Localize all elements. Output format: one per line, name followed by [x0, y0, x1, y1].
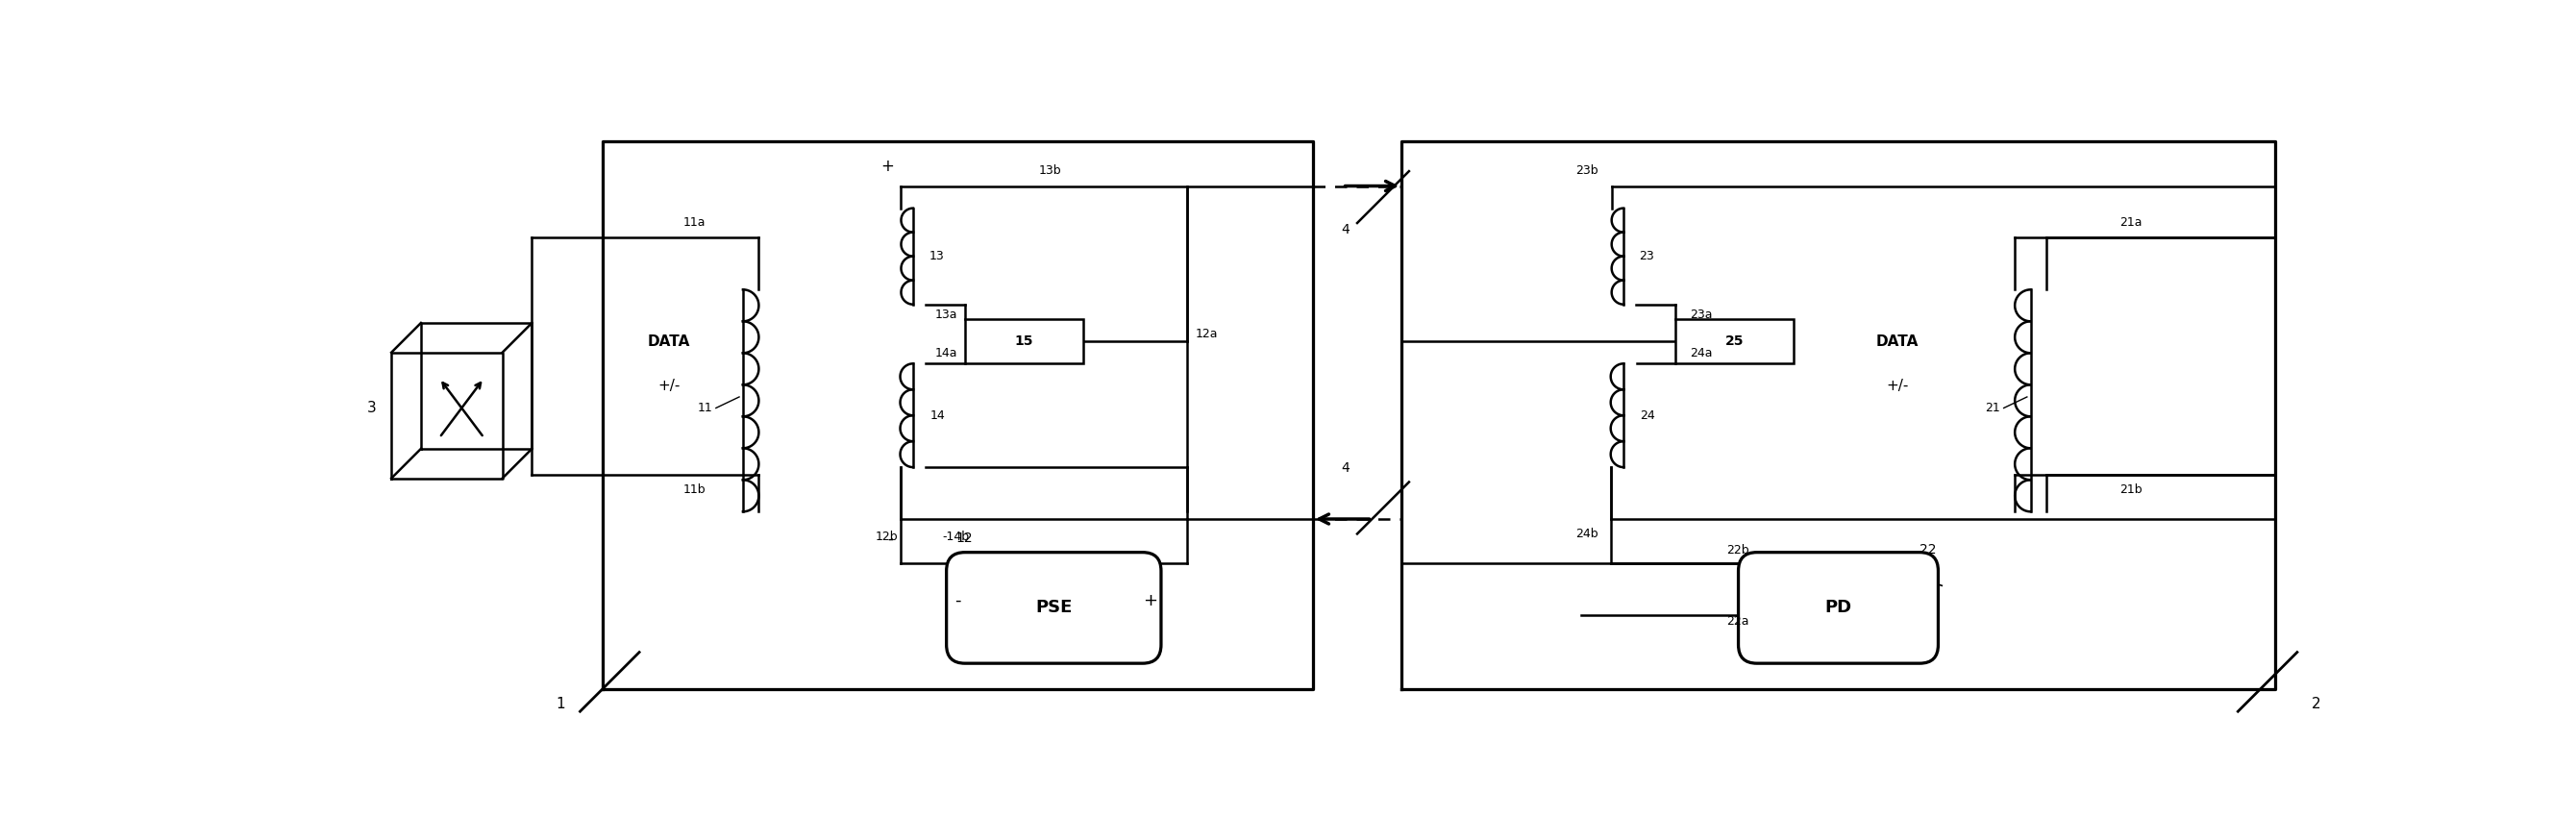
Text: 15: 15 — [1015, 335, 1033, 348]
Text: 14a: 14a — [935, 348, 958, 360]
Text: 4: 4 — [1342, 223, 1350, 237]
Text: 13: 13 — [930, 250, 943, 263]
Text: 24b: 24b — [1577, 528, 1597, 540]
Text: 12b: 12b — [876, 530, 899, 543]
Text: -14b: -14b — [943, 530, 969, 543]
Text: 11a: 11a — [683, 216, 706, 229]
Text: 21: 21 — [1986, 401, 1999, 415]
Text: -: - — [956, 592, 961, 609]
Text: 22a: 22a — [1726, 615, 1749, 628]
Text: -: - — [886, 530, 894, 548]
Text: 14: 14 — [930, 409, 945, 422]
Text: +/-: +/- — [657, 379, 680, 393]
Text: 11: 11 — [698, 401, 711, 415]
Text: 21b: 21b — [2120, 484, 2143, 496]
Bar — [1674, 319, 1793, 364]
Text: PSE: PSE — [1036, 599, 1072, 616]
Text: DATA: DATA — [1875, 335, 1919, 348]
Text: 2: 2 — [2311, 697, 2321, 712]
Text: +/-: +/- — [1886, 379, 1909, 393]
Text: DATA: DATA — [647, 335, 690, 348]
Bar — [966, 319, 1084, 364]
Text: 13a: 13a — [935, 308, 958, 321]
Text: 24a: 24a — [1690, 348, 1713, 360]
Text: 12: 12 — [956, 531, 971, 545]
Text: 22b: 22b — [1726, 543, 1749, 556]
Text: 24: 24 — [1641, 409, 1656, 422]
Text: 3: 3 — [368, 401, 376, 415]
Text: 25: 25 — [1726, 335, 1744, 348]
Text: +: + — [1144, 592, 1157, 609]
FancyBboxPatch shape — [945, 552, 1162, 663]
Text: 21a: 21a — [2120, 216, 2141, 229]
Text: 23a: 23a — [1690, 308, 1713, 321]
Text: 22: 22 — [1919, 543, 1937, 556]
Text: 11b: 11b — [683, 484, 706, 496]
Text: 23b: 23b — [1577, 165, 1597, 177]
Text: 23: 23 — [1638, 250, 1654, 263]
Text: +: + — [881, 157, 894, 175]
Text: PD: PD — [1824, 599, 1852, 616]
Text: 12a: 12a — [1195, 328, 1218, 340]
Text: 13b: 13b — [1038, 165, 1061, 177]
Text: 1: 1 — [556, 697, 564, 712]
FancyBboxPatch shape — [1739, 552, 1937, 663]
Text: 4: 4 — [1342, 461, 1350, 475]
